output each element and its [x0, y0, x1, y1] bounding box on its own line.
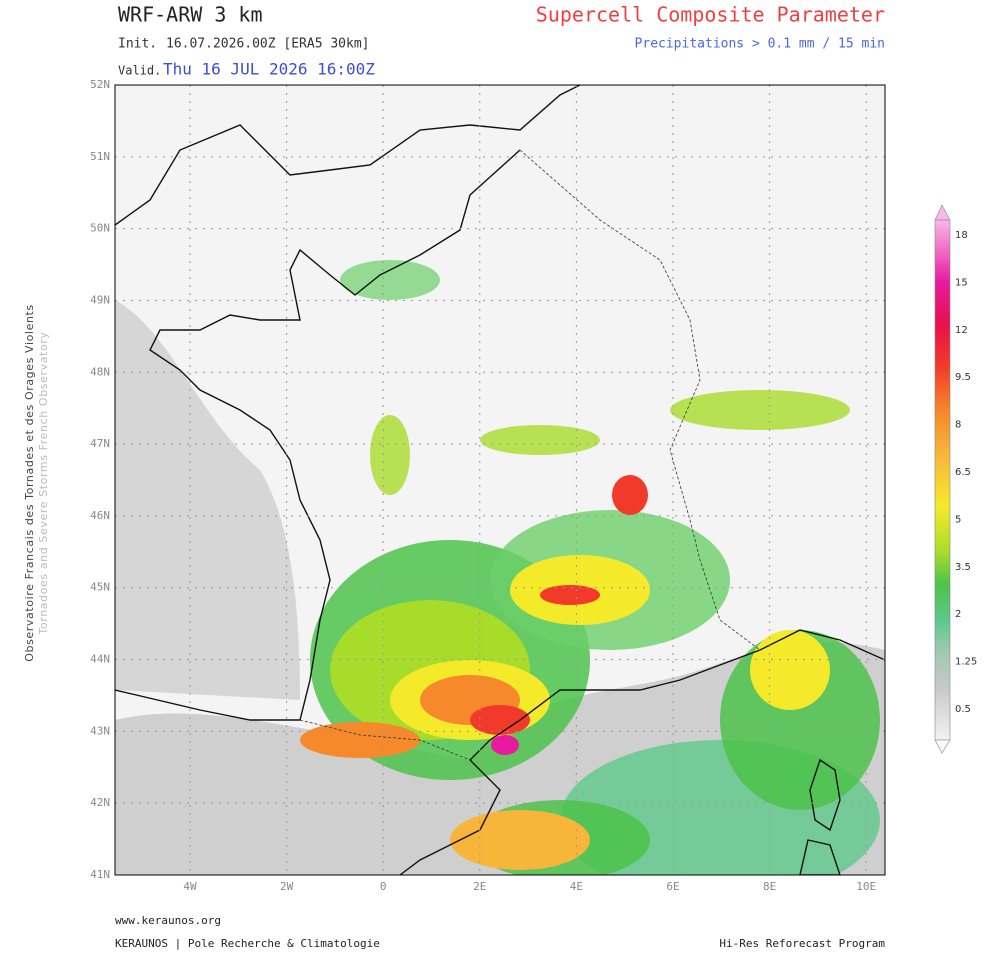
lon-label: 2E — [473, 880, 486, 893]
borders — [299, 149, 761, 761]
lon-label: 4W — [183, 880, 197, 893]
side-label-en: Tornadoes and Severe Storms French Obser… — [37, 331, 50, 635]
map-frame — [114, 84, 886, 876]
graticule — [115, 85, 885, 875]
sea-field — [115, 300, 300, 700]
colorbar-bottom-arrow — [934, 739, 951, 754]
lat-label: 46N — [90, 509, 110, 522]
lat-label: 41N — [90, 868, 110, 881]
colorbar-labels: 18 15 12 9.5 8 6.5 5 3.5 2 1.25 0.5 — [955, 230, 977, 715]
lat-label: 44N — [90, 653, 110, 666]
lat-label: 45N — [90, 581, 110, 594]
colorbar-label: 5 — [955, 514, 961, 525]
model-title: WRF-ARW 3 km — [118, 3, 263, 27]
lon-label: 4E — [570, 880, 583, 893]
lon-label: 10E — [856, 880, 876, 893]
lon-label: 2W — [280, 880, 294, 893]
lat-label: 42N — [90, 796, 110, 809]
parameter-field — [300, 260, 880, 875]
colorbar-label: 12 — [955, 325, 968, 336]
map — [115, 85, 885, 875]
valid-value: Thu 16 JUL 2026 16:00Z — [163, 60, 375, 79]
colorbar-label: 0.5 — [955, 704, 971, 715]
lat-label: 52N — [90, 78, 110, 91]
colorbar — [934, 219, 951, 741]
lat-label: 43N — [90, 724, 110, 737]
colorbar-top-arrow — [934, 204, 951, 221]
lat-label: 47N — [90, 437, 110, 450]
side-label-fr: Observatoire Francais des Tornades et de… — [23, 304, 36, 662]
colorbar-label: 3.5 — [955, 562, 971, 573]
lat-label: 48N — [90, 365, 110, 378]
lon-label: 8E — [763, 880, 776, 893]
colorbar-label: 2 — [955, 609, 961, 620]
valid-label: Valid. — [118, 64, 161, 78]
lat-label: 51N — [90, 150, 110, 163]
lat-label: 49N — [90, 293, 110, 306]
colorbar-label: 15 — [955, 277, 968, 288]
lon-label: 6E — [666, 880, 679, 893]
colorbar-label: 1.25 — [955, 657, 977, 668]
colorbar-label: 18 — [955, 230, 968, 241]
axis-labels: 52N 51N 50N 49N 48N 47N 46N 45N 44N 43N 42N 41N 4W 2W… — [90, 78, 876, 893]
init-label: Init. — [118, 37, 157, 52]
colorbar-label: 9.5 — [955, 372, 971, 383]
footer-url: www.keraunos.org — [115, 914, 221, 927]
init-value: 16.07.2026.00Z [ERA5 30km] — [166, 37, 370, 52]
coastlines — [115, 85, 885, 875]
lat-label: 50N — [90, 222, 110, 235]
colorbar-label: 6.5 — [955, 467, 971, 478]
parameter-subtitle: Precipitations > 0.1 mm / 15 min — [635, 37, 885, 52]
footer-program: Hi-Res Reforecast Program — [719, 937, 885, 950]
footer-org: KERAUNOS | Pole Recherche & Climatologie — [115, 937, 380, 950]
parameter-title: Supercell Composite Parameter — [536, 3, 885, 27]
lon-label: 0 — [380, 880, 387, 893]
colorbar-label: 8 — [955, 420, 961, 431]
